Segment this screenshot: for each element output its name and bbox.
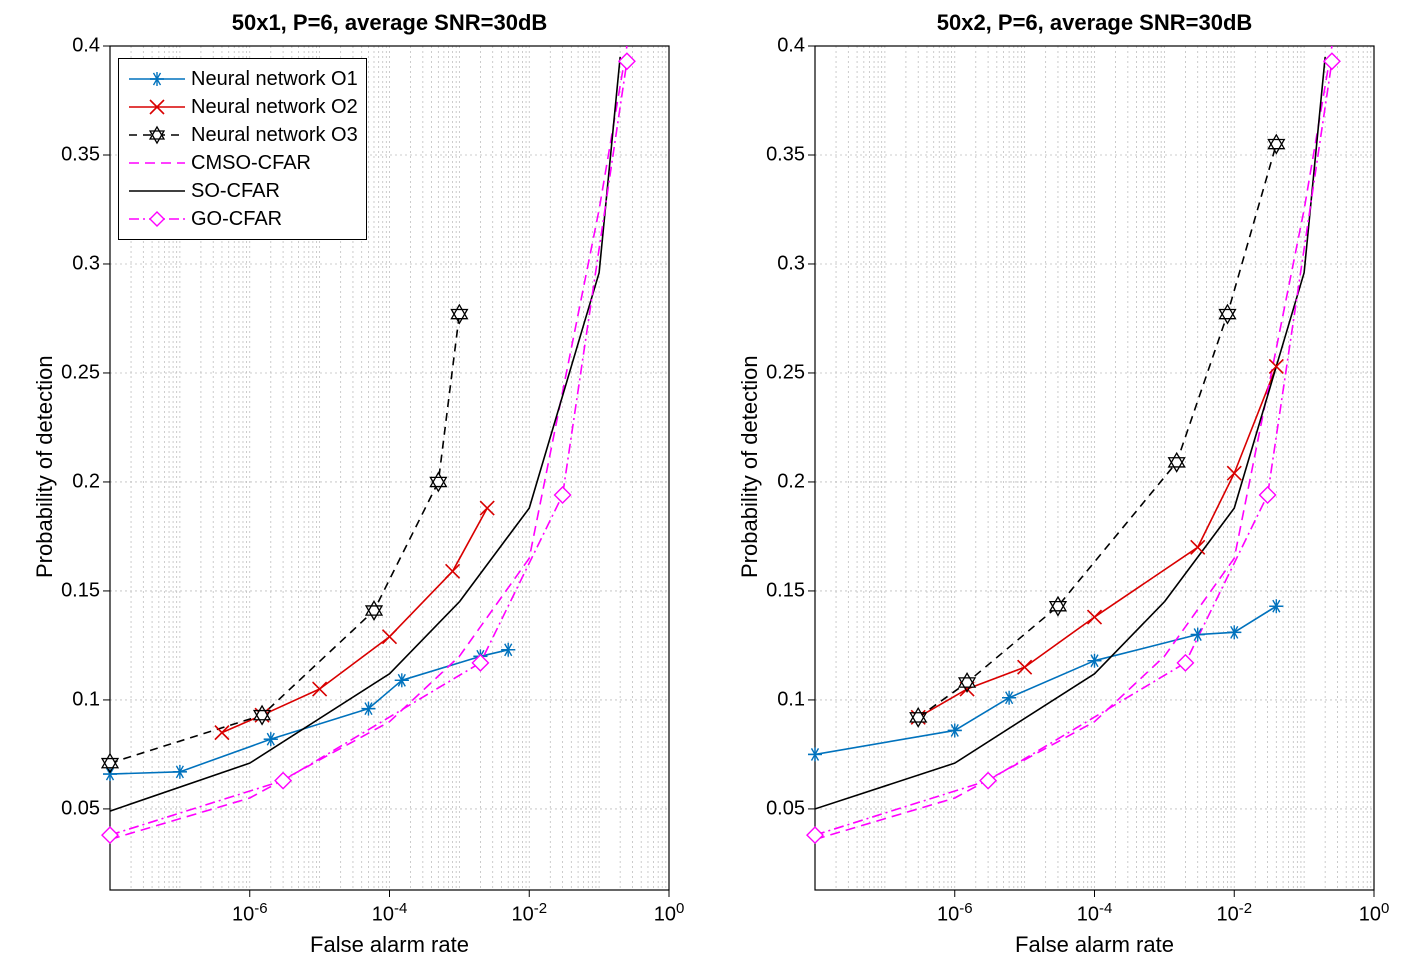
panel-1-svg [0, 0, 1424, 976]
panel-1-title: 50x2, P=6, average SNR=30dB [937, 10, 1253, 36]
panel-1-xtick-3: 100 [1359, 900, 1390, 927]
panel-1-ytick-7: 0.4 [761, 35, 805, 58]
figure: 50x1, P=6, average SNR=30dBProbability o… [0, 0, 1424, 976]
panel-1-ytick-6: 0.35 [761, 143, 805, 166]
panel-1-ytick-5: 0.3 [761, 252, 805, 275]
panel-1-ytick-2: 0.15 [761, 579, 805, 602]
panel-1-ytick-4: 0.25 [761, 361, 805, 384]
panel-1-xtick-0: 10-6 [937, 900, 973, 927]
panel-1-xlabel: False alarm rate [1015, 932, 1174, 958]
panel-1-ytick-1: 0.1 [761, 688, 805, 711]
panel-1-xtick-2: 10-2 [1216, 900, 1252, 927]
panel-1-ytick-3: 0.2 [761, 470, 805, 493]
panel-1-ylabel: Probability of detection [737, 355, 763, 578]
panel-1-xtick-1: 10-4 [1077, 900, 1113, 927]
panel-1-ytick-0: 0.05 [761, 797, 805, 820]
